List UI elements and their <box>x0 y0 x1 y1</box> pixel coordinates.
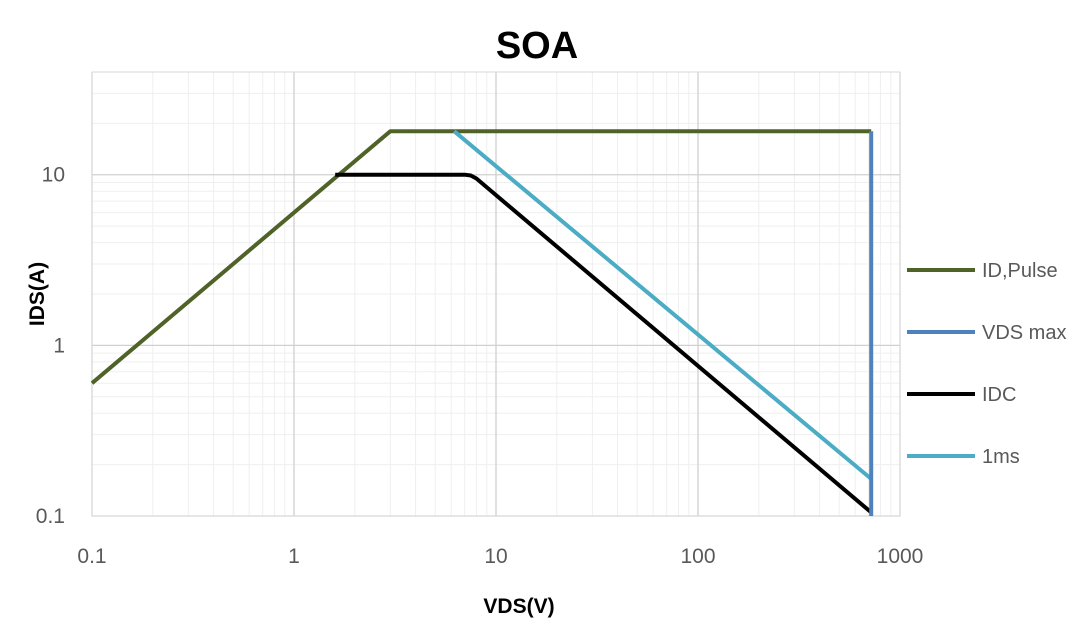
x-tick-label: 10 <box>484 545 507 568</box>
chart-title: SOA <box>496 25 578 67</box>
y-axis-label: IDS(A) <box>26 262 49 326</box>
series-line-id-pulse <box>90 129 872 385</box>
y-tick-label: 10 <box>42 164 65 187</box>
series-layer <box>90 129 874 516</box>
legend-label-id-pulse: ID,Pulse <box>982 260 1058 282</box>
x-axis-label: VDS(V) <box>483 595 554 618</box>
series-line-idc <box>335 172 873 514</box>
tick-layer: 0.1 1 10 100 1000 0.1 1 10 <box>36 164 924 568</box>
legend-label-vds-max: VDS max <box>982 322 1066 344</box>
y-tick-label: 1 <box>53 334 65 357</box>
grid-layer <box>91 71 901 517</box>
x-tick-label: 100 <box>680 545 715 568</box>
series-line-1ms <box>452 129 873 481</box>
legend-label-1ms: 1ms <box>982 446 1020 468</box>
x-tick-label: 0.1 <box>77 545 106 568</box>
legend-label-idc: IDC <box>982 384 1016 406</box>
x-tick-label: 1 <box>288 545 300 568</box>
plot-area-border <box>91 71 901 517</box>
y-tick-label: 0.1 <box>36 505 65 528</box>
x-tick-label: 1000 <box>877 545 924 568</box>
legend: ID,Pulse VDS max IDC 1ms <box>907 260 1066 468</box>
